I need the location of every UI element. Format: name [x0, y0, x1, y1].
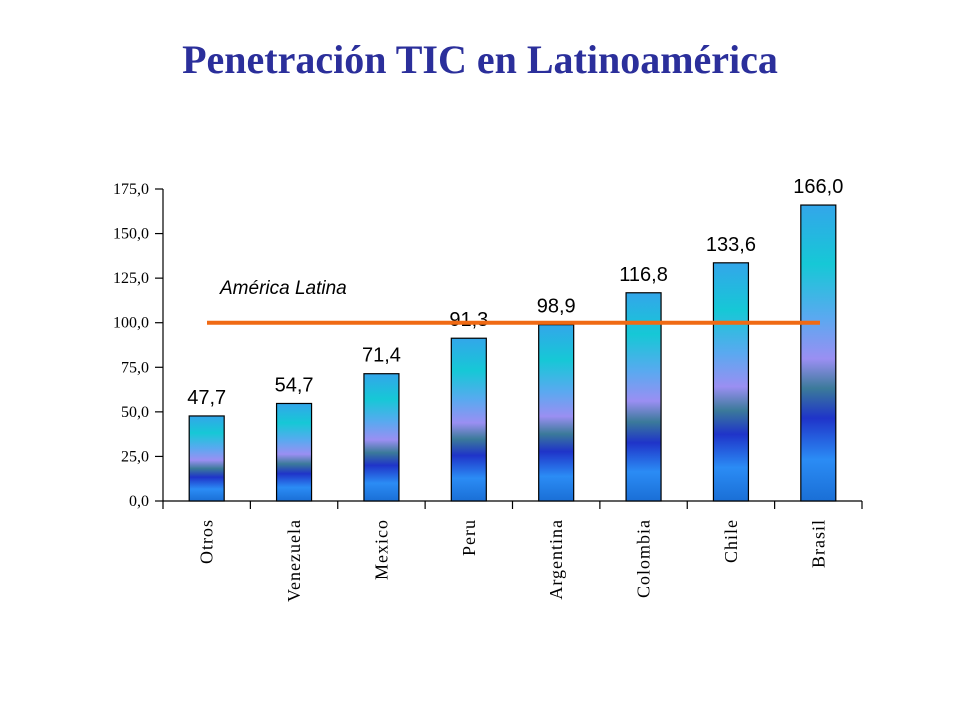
y-tick-label: 125,0: [113, 270, 149, 287]
y-tick-label: 175,0: [113, 181, 149, 198]
y-tick-label: 0,0: [129, 493, 149, 510]
bar-brasil: [800, 204, 837, 502]
chart-title: Penetración TIC en Latinoamérica: [182, 37, 778, 82]
reference-line-label: América Latina: [219, 278, 347, 299]
bar-argentina: [538, 324, 575, 502]
category-label: Colombia: [634, 519, 654, 598]
bar-venezuela: [275, 402, 313, 502]
y-tick-label: 75,0: [121, 359, 149, 376]
data-label: 116,8: [619, 264, 668, 286]
data-label: 91,3: [449, 309, 488, 331]
category-label: Brasil: [808, 519, 828, 568]
category-label: Otros: [197, 519, 217, 564]
data-label: 47,7: [187, 387, 226, 409]
category-label: Argentina: [546, 519, 566, 600]
y-tick-label: 100,0: [113, 315, 149, 332]
category-label: Chile: [721, 519, 741, 563]
data-label: 71,4: [362, 345, 401, 367]
bar-mexico: [363, 373, 400, 502]
category-label: Mexico: [371, 519, 391, 580]
data-label: 54,7: [275, 374, 314, 396]
data-label: 98,9: [537, 296, 576, 318]
y-tick-label: 150,0: [113, 226, 149, 243]
y-tick-label: 50,0: [121, 404, 149, 421]
bar-otros: [188, 415, 225, 502]
y-tick-label: 25,0: [121, 448, 149, 465]
data-label: 166,0: [793, 176, 843, 198]
bar-colombia: [625, 292, 662, 502]
data-label: 133,6: [706, 234, 756, 256]
bar-peru: [450, 337, 487, 502]
category-label: Peru: [459, 519, 479, 556]
category-label: Venezuela: [284, 519, 304, 602]
bar-chile: [712, 262, 750, 502]
